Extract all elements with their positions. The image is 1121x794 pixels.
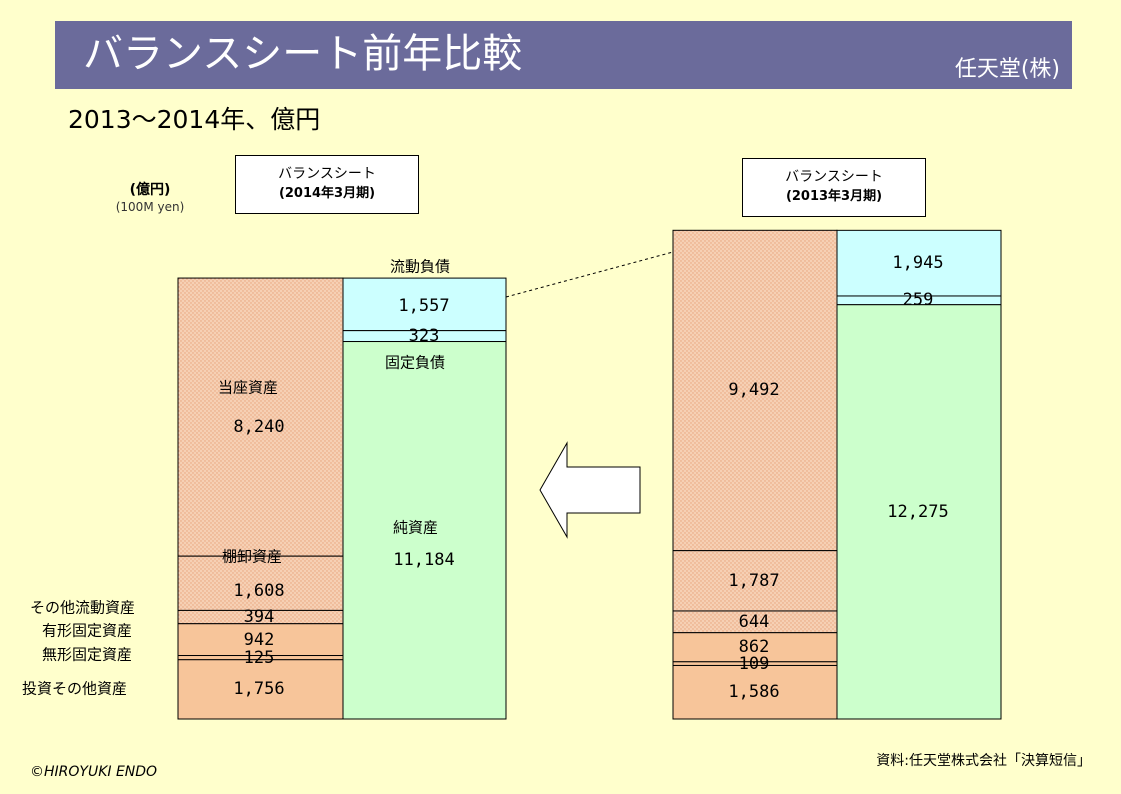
comparison-dashed-line: [505, 251, 674, 298]
right-header-line2: (2013年3月期): [785, 189, 883, 204]
left-asset-value: 8,240: [233, 417, 285, 438]
right-liability-value: 1,945: [892, 253, 944, 274]
left-asset-value: 125: [243, 647, 275, 668]
right-asset-value: 1,787: [728, 570, 780, 591]
source-note: 資料:任天堂株式会社「決算短信」: [876, 753, 1091, 769]
right-asset-value: 1,586: [728, 682, 780, 703]
category-label-inventory: 棚卸資産: [222, 547, 283, 566]
right-liability-value: 12,275: [887, 501, 949, 522]
right-liability-segment: [836, 229, 1002, 297]
right-liability-value: 259: [902, 290, 934, 311]
left-asset-segment: [177, 659, 344, 720]
left-liability-segment: [342, 277, 507, 332]
left-asset-value: 942: [243, 629, 275, 650]
unit-label-ja: (億円): [129, 182, 171, 198]
left-liability-value: 1,557: [398, 296, 450, 317]
left-asset-value: 394: [243, 607, 275, 628]
category-label-investments-other: 投資その他資産: [22, 679, 128, 698]
page-title: バランスシート前年比較: [83, 31, 523, 77]
category-label-tangible-fixed-assets: 有形固定資産: [42, 621, 133, 640]
left-liability-value: 323: [408, 326, 440, 347]
left-header-line2: (2014年3月期): [278, 186, 376, 201]
left-arrow-icon: [539, 441, 641, 539]
left-asset-segment: [177, 555, 344, 611]
right-asset-segment: [672, 632, 838, 663]
company-name: 任天堂(株): [954, 57, 1060, 82]
category-label-current-assets: 当座資産: [218, 378, 279, 397]
right-liability-segment: [836, 304, 1002, 720]
left-header-line1: バランスシート: [278, 166, 376, 182]
copyright: ©HIROYUKI ENDO: [30, 764, 158, 780]
title-banner: バランスシート前年比較 任天堂(株): [55, 21, 1072, 89]
left-asset-value: 1,608: [233, 581, 285, 602]
right-asset-segment: [672, 664, 838, 720]
right-asset-segment: [672, 550, 838, 612]
left-liability-segment: [342, 341, 507, 720]
left-asset-segment: [177, 277, 344, 557]
right-asset-value: 9,492: [728, 380, 780, 401]
right-header-box: バランスシート (2013年3月期): [742, 158, 926, 217]
left-header-box: バランスシート (2014年3月期): [235, 155, 419, 214]
right-asset-value: 862: [738, 637, 770, 658]
right-header-line1: バランスシート: [785, 169, 883, 185]
category-label-fixed-liabilities: 固定負債: [385, 353, 446, 372]
unit-label-en: (100M yen): [115, 200, 185, 214]
left-liability-value: 11,184: [393, 550, 455, 571]
category-label-current-liabilities: 流動負債: [390, 257, 451, 276]
right-asset-segment: [672, 229, 838, 552]
category-label-other-current-assets: その他流動資産: [30, 598, 136, 617]
right-asset-value: 109: [738, 653, 770, 674]
right-asset-value: 644: [738, 611, 770, 632]
category-label-intangible-fixed-assets: 無形固定資産: [42, 645, 133, 664]
left-asset-value: 1,756: [233, 679, 285, 700]
category-label-net-assets: 純資産: [393, 518, 439, 537]
subtitle: 2013～2014年、億円: [68, 105, 321, 134]
